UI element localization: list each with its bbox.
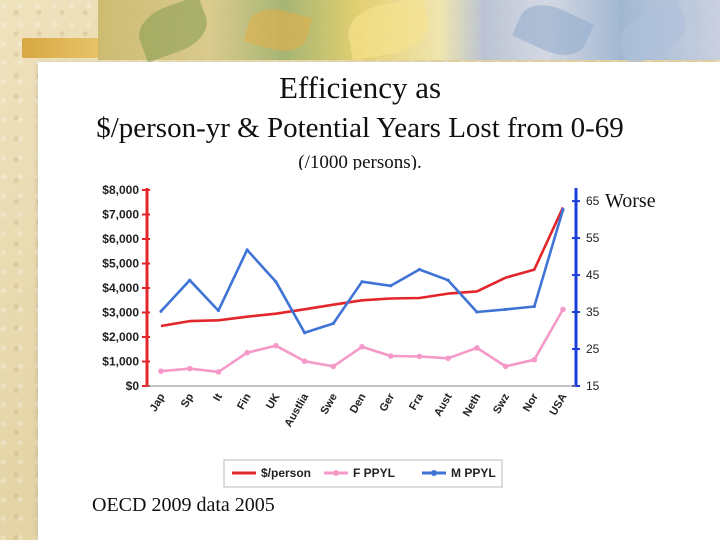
data-point-m-ppyl [274, 280, 278, 284]
right-y-tick-label: 55 [586, 231, 600, 245]
data-point-m-ppyl [216, 308, 221, 313]
chart-area: $0 $1,000 $2,000 $3,000 $4,000 $5,000 $6,000 $7… [84, 170, 602, 490]
left-y-tick-label: $6,000 [102, 232, 139, 246]
data-point-m-ppyl [188, 278, 192, 282]
x-tick-label: Austlia [282, 391, 311, 430]
data-point-f-ppyl [502, 363, 509, 370]
x-tick-label: Nor [521, 391, 541, 414]
right-y-tick-label: 15 [586, 379, 600, 393]
data-point-m-ppyl [417, 267, 422, 272]
data-point-m-ppyl [331, 321, 335, 326]
data-point-m-ppyl [389, 284, 393, 288]
decorative-banner [98, 0, 720, 67]
right-y-tick-label: 65 [586, 194, 600, 208]
x-tick-label: Fin [235, 391, 254, 412]
data-point-f-ppyl [474, 345, 480, 351]
data-point-m-ppyl [561, 208, 565, 212]
legend-box [223, 459, 503, 488]
data-point-f-ppyl [531, 356, 538, 363]
left-y-tick-label: $3,000 [102, 306, 139, 320]
left-y-tick-label: $8,000 [102, 183, 139, 197]
data-point-m-ppyl [360, 280, 364, 284]
x-tick-label: USA [548, 391, 570, 417]
worse-annotation: Worse [605, 190, 656, 212]
left-y-tick-label: $2,000 [102, 330, 139, 344]
data-point-f-ppyl [215, 369, 222, 375]
data-point-m-ppyl [475, 310, 479, 314]
x-tick-label: Swe [318, 392, 339, 417]
left-y-tick-label: $4,000 [102, 281, 139, 295]
data-point-m-ppyl [446, 278, 450, 282]
left-y-tick-label: $7,000 [102, 208, 139, 222]
left-y-tick-label: $0 [126, 379, 140, 393]
data-point-f-ppyl [301, 358, 308, 365]
data-point-f-ppyl [273, 342, 279, 349]
legend-label: F PPYL [353, 466, 395, 480]
legend-label: $/person [261, 466, 311, 480]
x-tick-label: Den [348, 391, 369, 415]
data-point-m-ppyl [532, 304, 536, 309]
x-tick-label: Ger [377, 391, 397, 414]
right-y-tick-label: 25 [586, 342, 600, 356]
series-line-m-ppyl [160, 209, 565, 334]
data-point-f-ppyl [359, 344, 365, 350]
line-chart: $0 $1,000 $2,000 $3,000 $4,000 $5,000 $6,000 $7… [102, 183, 600, 488]
legend-label: M PPYL [451, 466, 496, 480]
slide-subtitle: (/1000 persons). [298, 152, 422, 173]
data-point-f-ppyl [445, 355, 451, 362]
x-tick-label: Aust [432, 391, 455, 418]
data-point-f-ppyl [560, 306, 566, 313]
data-point-f-ppyl [387, 353, 394, 359]
right-y-tick-label: 35 [586, 305, 600, 319]
legend-marker [333, 470, 339, 476]
data-point-f-ppyl [330, 363, 337, 370]
data-point-f-ppyl [186, 365, 193, 372]
data-point-f-ppyl [416, 353, 423, 360]
x-tick-label: Fra [407, 391, 426, 413]
x-tick-label: It [211, 391, 225, 403]
x-tick-label: Sp [179, 391, 197, 409]
x-tick-label: UK [264, 391, 282, 411]
legend-marker [431, 470, 437, 476]
data-point-f-ppyl [158, 368, 164, 375]
left-y-tick-label: $1,000 [102, 355, 139, 369]
data-point-m-ppyl [503, 307, 508, 312]
source-note: OECD 2009 data 2005 [92, 494, 275, 516]
x-tick-label: Jap [148, 391, 168, 414]
data-point-m-ppyl [159, 309, 163, 313]
data-point-m-ppyl [302, 331, 307, 335]
x-tick-label: Swz [491, 391, 512, 416]
data-point-f-ppyl [244, 349, 250, 356]
x-tick-label: Neth [461, 391, 484, 418]
slide-title-line2: $/person-yr & Potential Years Lost from … [96, 112, 624, 144]
data-point-m-ppyl [245, 248, 249, 252]
right-y-tick-label: 45 [586, 268, 600, 282]
series-line-person [160, 206, 565, 328]
decorative-strip [22, 38, 100, 58]
left-y-tick-label: $5,000 [102, 257, 139, 271]
slide-title: Efficiency as [278, 70, 442, 105]
